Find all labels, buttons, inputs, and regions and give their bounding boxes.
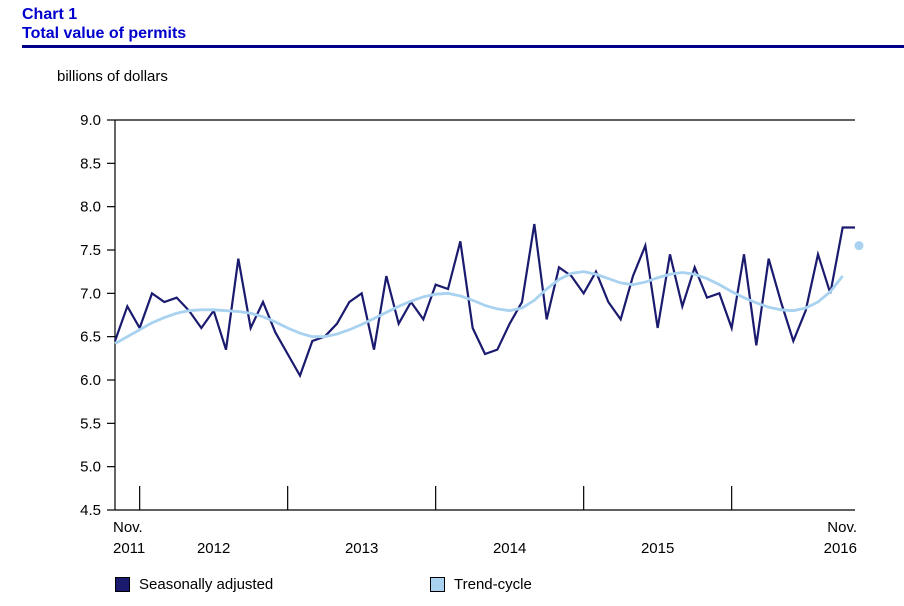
y-axis-tick-label: 6.0 xyxy=(80,372,101,389)
legend-label-trend-cycle: Trend-cycle xyxy=(454,576,532,593)
trend-cycle-line xyxy=(114,270,844,345)
legend-label-seasonally-adjusted: Seasonally adjusted xyxy=(139,576,274,593)
y-axis-tick-label: 8.0 xyxy=(80,199,101,216)
legend: Seasonally adjusted Trend-cycle xyxy=(115,576,875,598)
y-axis-tick-label: 4.5 xyxy=(80,502,101,519)
page-title: Total value of permits xyxy=(22,25,187,42)
trend-cycle-swatch-icon xyxy=(430,577,445,592)
y-axis-tick-label: 7.0 xyxy=(80,285,101,302)
y-axis-tick-label: 9.0 xyxy=(80,112,101,129)
x-axis-end-label-month: Nov. xyxy=(827,519,857,536)
x-axis-year-label: 2012 xyxy=(197,540,230,557)
x-axis-end-label-year: 2016 xyxy=(824,540,857,557)
x-axis-year-label: 2014 xyxy=(493,540,526,557)
y-axis-tick-label: 7.5 xyxy=(80,242,101,259)
x-axis-year-label: 2015 xyxy=(641,540,674,557)
legend-item-trend-cycle: Trend-cycle xyxy=(430,576,532,593)
trend-cycle-end-dot xyxy=(854,241,864,251)
y-axis-tick-label: 5.0 xyxy=(80,459,101,476)
seasonally-adjusted-swatch-icon xyxy=(115,577,130,592)
x-axis-start-label-year: 2011 xyxy=(113,540,145,557)
chart-label: Chart 1 xyxy=(22,6,78,23)
title-divider-rule xyxy=(22,45,904,48)
y-axis-unit-label: billions of dollars xyxy=(57,68,168,85)
x-axis-year-label: 2013 xyxy=(345,540,378,557)
x-axis-start-label-month: Nov. xyxy=(113,519,143,536)
y-axis-tick-label: 5.5 xyxy=(80,415,101,432)
legend-item-seasonally-adjusted: Seasonally adjusted xyxy=(115,576,273,593)
seasonally-adjusted-line xyxy=(113,223,855,379)
y-axis-tick-label: 8.5 xyxy=(80,155,101,172)
y-axis-tick-label: 6.5 xyxy=(80,329,101,346)
